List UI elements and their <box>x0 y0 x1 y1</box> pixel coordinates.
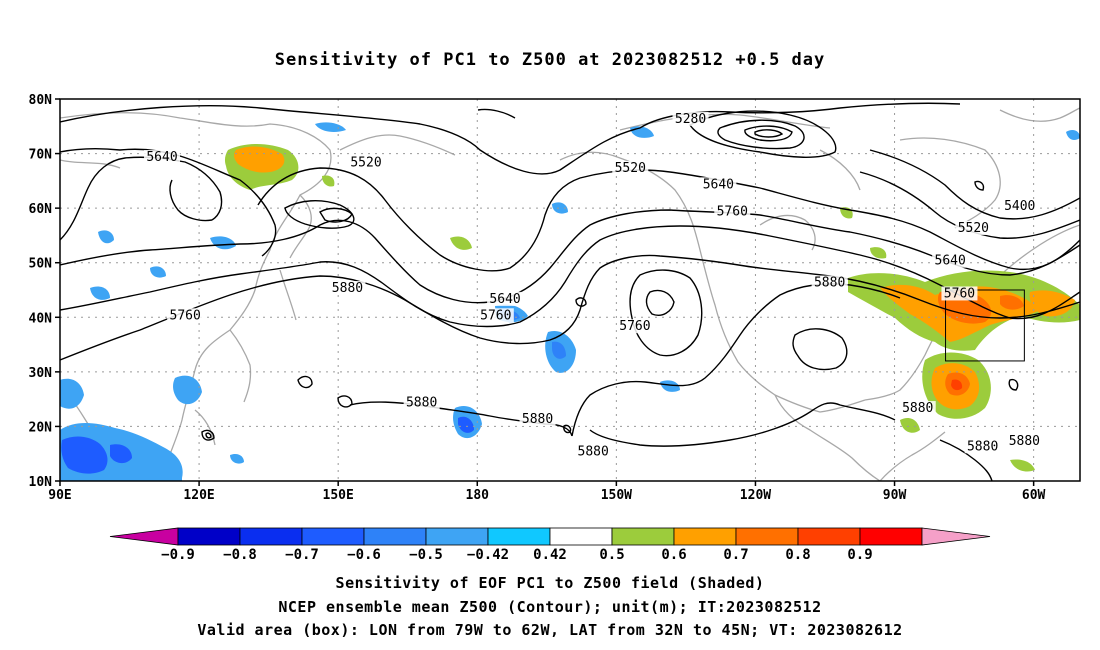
colorbar-label: 0.9 <box>847 547 872 563</box>
contour-label: 5640 <box>146 150 177 165</box>
sensitivity-shading <box>60 122 1080 481</box>
colorbar-label: 0.8 <box>785 547 810 563</box>
contour-label-bg <box>329 281 366 295</box>
contour-label-bg <box>616 319 653 334</box>
lat-tick-label: 10N <box>29 475 53 490</box>
contour-label-bg <box>811 275 848 290</box>
contour-label: 5880 <box>967 439 998 454</box>
colorbar-segment <box>363 527 427 546</box>
colorbar: −0.9 −0.8 −0.7 −0.6 −0.5 −0.42 0.42 0.5 0.6 0.7 0.… <box>109 527 991 563</box>
lon-tick-label: 90E <box>48 488 71 503</box>
colorbar-label: −0.9 <box>161 547 195 563</box>
colorbar-segment <box>549 527 613 546</box>
colorbar-label: −0.8 <box>223 547 257 563</box>
contour-label: 5760 <box>944 286 975 301</box>
lat-tick-label: 30N <box>29 366 53 381</box>
colorbar-segment <box>797 527 861 546</box>
contour-label: 5520 <box>615 161 646 176</box>
colorbar-segment <box>859 527 923 546</box>
colorbar-label: 0.42 <box>533 547 567 563</box>
map-frame <box>59 98 1081 482</box>
contour-label-bg <box>348 155 384 170</box>
lon-tick-label: 90W <box>883 488 907 503</box>
contour-label-bg <box>612 160 649 175</box>
contour-label-bg <box>1006 433 1043 448</box>
lon-tick-label: 150W <box>601 488 632 503</box>
lat-tick-label: 80N <box>29 93 53 108</box>
contour-label-bg <box>932 253 969 268</box>
colorbar-label: −0.42 <box>467 547 509 563</box>
contour-label: 5520 <box>350 155 381 170</box>
contour-label-bg <box>700 177 737 192</box>
map-title: Sensitivity of PC1 to Z500 at 2023082512… <box>274 50 826 70</box>
contour-label: 5880 <box>814 276 845 291</box>
lat-tick-label: 70N <box>29 148 53 163</box>
lat-tick-label: 50N <box>29 257 53 272</box>
contour-label: 5280 <box>675 112 706 127</box>
lat-tick-label: 20N <box>29 420 53 435</box>
caption-shaded: Sensitivity of EOF PC1 to Z500 field (Sh… <box>335 574 765 592</box>
colorbar-label: −0.7 <box>285 547 319 563</box>
contour-label: 5640 <box>935 254 966 269</box>
contour-label: 5640 <box>489 292 520 307</box>
colorbar-segment <box>239 527 303 546</box>
colorbar-segment <box>425 527 489 546</box>
lat-tick-label: 60N <box>29 202 53 217</box>
lon-tick-label: 150E <box>323 488 354 503</box>
contour-label: 5880 <box>406 396 437 411</box>
contour-label-bg <box>519 411 556 426</box>
lon-tick-label: 120E <box>183 488 214 503</box>
caption-contour: NCEP ensemble mean Z500 (Contour); unit(… <box>278 598 822 616</box>
contour-label: 5880 <box>902 401 933 416</box>
contour-label: 5760 <box>717 205 748 220</box>
lat-tick-label: 40N <box>29 311 53 326</box>
colorbar-segment <box>735 527 799 546</box>
contour-label-bg <box>964 439 1001 454</box>
contour-label-bg <box>899 401 936 416</box>
contour-label-bg <box>672 111 709 126</box>
colorbar-segment <box>611 527 675 546</box>
colorbar-segment <box>487 527 551 546</box>
contour-label-bg <box>487 291 524 306</box>
contour-label-bg <box>403 395 440 410</box>
contour-label-bg <box>144 150 180 165</box>
colorbar-label: 0.7 <box>723 547 748 563</box>
contour-label-bg <box>941 286 978 301</box>
lon-tick-label: 60W <box>1022 488 1046 503</box>
colorbar-label: 0.6 <box>661 547 686 563</box>
valid-area-box <box>945 289 1025 362</box>
contour-label: 5760 <box>480 308 511 323</box>
colorbar-segment <box>177 527 241 546</box>
contour-label-bg <box>714 204 751 219</box>
colorbar-label: −0.6 <box>347 547 381 563</box>
contour-label-bg <box>955 220 992 235</box>
contour-label: 5760 <box>170 308 201 323</box>
contour-label: 5400 <box>1004 199 1035 214</box>
contour-label-bg <box>575 444 612 459</box>
colorbar-min-arrow <box>109 527 179 546</box>
lon-tick-label: 120W <box>740 488 771 503</box>
colorbar-segment <box>673 527 737 546</box>
contour-label-bg <box>1001 199 1038 214</box>
contour-label: 5880 <box>1009 434 1040 449</box>
contour-label: 5880 <box>578 445 609 460</box>
colorbar-segment <box>301 527 365 546</box>
contour-label: 5880 <box>332 281 363 296</box>
contour-label-bg <box>167 308 204 323</box>
lon-tick-label: 180 <box>466 488 490 503</box>
contour-label-bg <box>477 308 514 323</box>
contour-label: 5880 <box>522 412 553 427</box>
colorbar-max-arrow <box>921 527 991 546</box>
contour-label: 5760 <box>619 319 650 334</box>
contour-label: 5520 <box>958 221 989 236</box>
caption-valid-area: Valid area (box): LON from 79W to 62W, L… <box>197 621 903 639</box>
colorbar-label: 0.5 <box>599 547 624 563</box>
z500-contours <box>60 102 1080 481</box>
colorbar-label: −0.5 <box>409 547 443 563</box>
contour-label: 5640 <box>703 177 734 192</box>
